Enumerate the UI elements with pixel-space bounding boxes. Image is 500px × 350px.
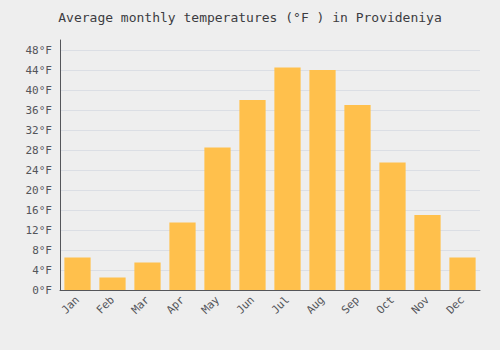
svg-text:16°F: 16°F [26,204,53,217]
svg-text:Jun: Jun [234,293,257,316]
svg-text:20°F: 20°F [26,184,53,197]
svg-text:0°F: 0°F [32,284,52,297]
svg-text:Nov: Nov [409,293,432,316]
svg-text:40°F: 40°F [26,84,53,97]
svg-text:May: May [199,293,222,316]
svg-text:32°F: 32°F [26,124,53,137]
svg-text:28°F: 28°F [26,144,53,157]
svg-text:Oct: Oct [374,293,397,316]
svg-text:Jan: Jan [59,293,82,316]
svg-text:48°F: 48°F [26,44,53,57]
svg-text:Feb: Feb [94,293,117,316]
svg-text:24°F: 24°F [26,164,53,177]
svg-text:Jul: Jul [269,293,292,316]
svg-text:Sep: Sep [339,293,362,316]
svg-text:Aug: Aug [304,293,327,316]
svg-text:36°F: 36°F [26,104,53,117]
svg-text:12°F: 12°F [26,224,53,237]
svg-text:8°F: 8°F [32,244,52,257]
svg-text:Average monthly temperatures (: Average monthly temperatures (°F ) in Pr… [58,10,442,25]
svg-text:44°F: 44°F [26,64,53,77]
svg-text:Dec: Dec [444,293,467,316]
svg-text:Apr: Apr [164,293,187,316]
svg-text:4°F: 4°F [32,264,52,277]
svg-text:Mar: Mar [129,293,152,316]
